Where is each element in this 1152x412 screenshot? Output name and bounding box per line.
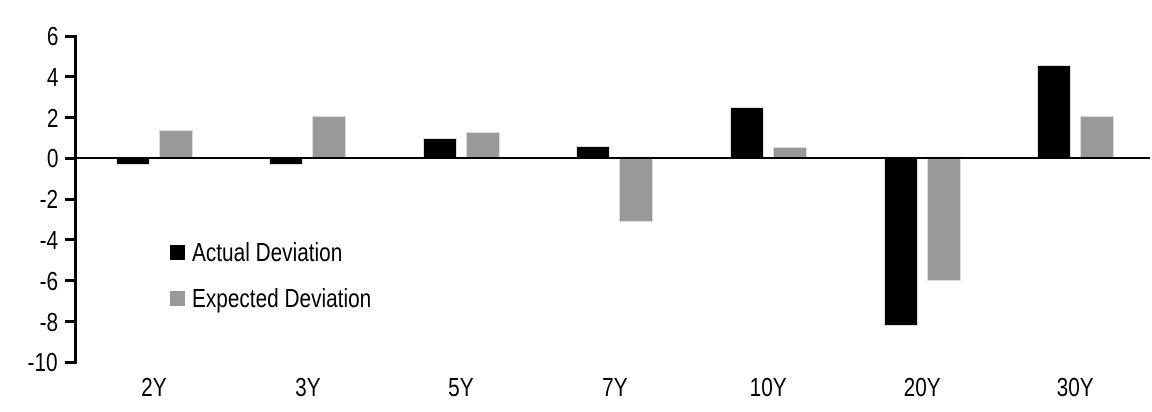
y-tick-label: -4 bbox=[39, 224, 59, 255]
y-tick-mark bbox=[65, 197, 77, 201]
bar-expected-deviation-3Y bbox=[312, 115, 347, 159]
legend-item-actual-deviation: Actual Deviation bbox=[170, 237, 380, 267]
x-axis-label-3Y: 3Y bbox=[294, 372, 321, 402]
y-tick-mark bbox=[65, 156, 77, 160]
bar-actual-deviation-2Y bbox=[115, 158, 150, 165]
legend-label-actual-deviation: Actual Deviation bbox=[192, 237, 343, 267]
x-axis-zero-line bbox=[74, 157, 1150, 159]
bar-expected-deviation-7Y bbox=[619, 158, 654, 222]
y-tick-label: -8 bbox=[39, 306, 59, 337]
y-tick-mark bbox=[65, 116, 77, 120]
y-tick-mark bbox=[65, 320, 77, 324]
y-tick-label: 4 bbox=[46, 61, 58, 92]
bar-actual-deviation-10Y bbox=[729, 107, 764, 159]
x-axis-label-7Y: 7Y bbox=[602, 372, 628, 402]
y-tick-label: 6 bbox=[46, 21, 58, 52]
x-axis-label-10Y: 10Y bbox=[749, 372, 787, 402]
x-axis-label-20Y: 20Y bbox=[903, 372, 941, 402]
bar-expected-deviation-2Y bbox=[158, 129, 193, 159]
x-axis-label-2Y: 2Y bbox=[141, 372, 167, 402]
y-tick-mark bbox=[65, 75, 77, 79]
bar-expected-deviation-30Y bbox=[1080, 115, 1115, 159]
y-tick-mark bbox=[65, 34, 77, 38]
bar-actual-deviation-3Y bbox=[269, 158, 304, 165]
y-tick-mark bbox=[65, 279, 77, 283]
y-tick-label: -10 bbox=[27, 347, 58, 378]
legend-swatch-actual-deviation bbox=[170, 244, 185, 260]
y-tick-mark bbox=[65, 360, 77, 364]
legend-item-expected-deviation: Expected Deviation bbox=[170, 283, 416, 313]
bar-actual-deviation-5Y bbox=[422, 138, 457, 159]
legend-swatch-expected-deviation bbox=[170, 290, 185, 306]
x-axis-label-30Y: 30Y bbox=[1057, 372, 1095, 402]
bar-expected-deviation-20Y bbox=[926, 158, 961, 281]
x-axis-label-5Y: 5Y bbox=[448, 372, 474, 402]
y-tick-label: -6 bbox=[39, 265, 59, 296]
y-tick-mark bbox=[65, 238, 77, 242]
y-tick-label: 0 bbox=[46, 143, 58, 174]
bar-actual-deviation-20Y bbox=[883, 158, 918, 326]
bar-actual-deviation-30Y bbox=[1037, 64, 1072, 159]
y-tick-label: -2 bbox=[39, 184, 59, 215]
legend-label-expected-deviation: Expected Deviation bbox=[192, 283, 372, 313]
y-tick-label: 2 bbox=[46, 102, 58, 133]
bar-expected-deviation-5Y bbox=[465, 131, 500, 159]
